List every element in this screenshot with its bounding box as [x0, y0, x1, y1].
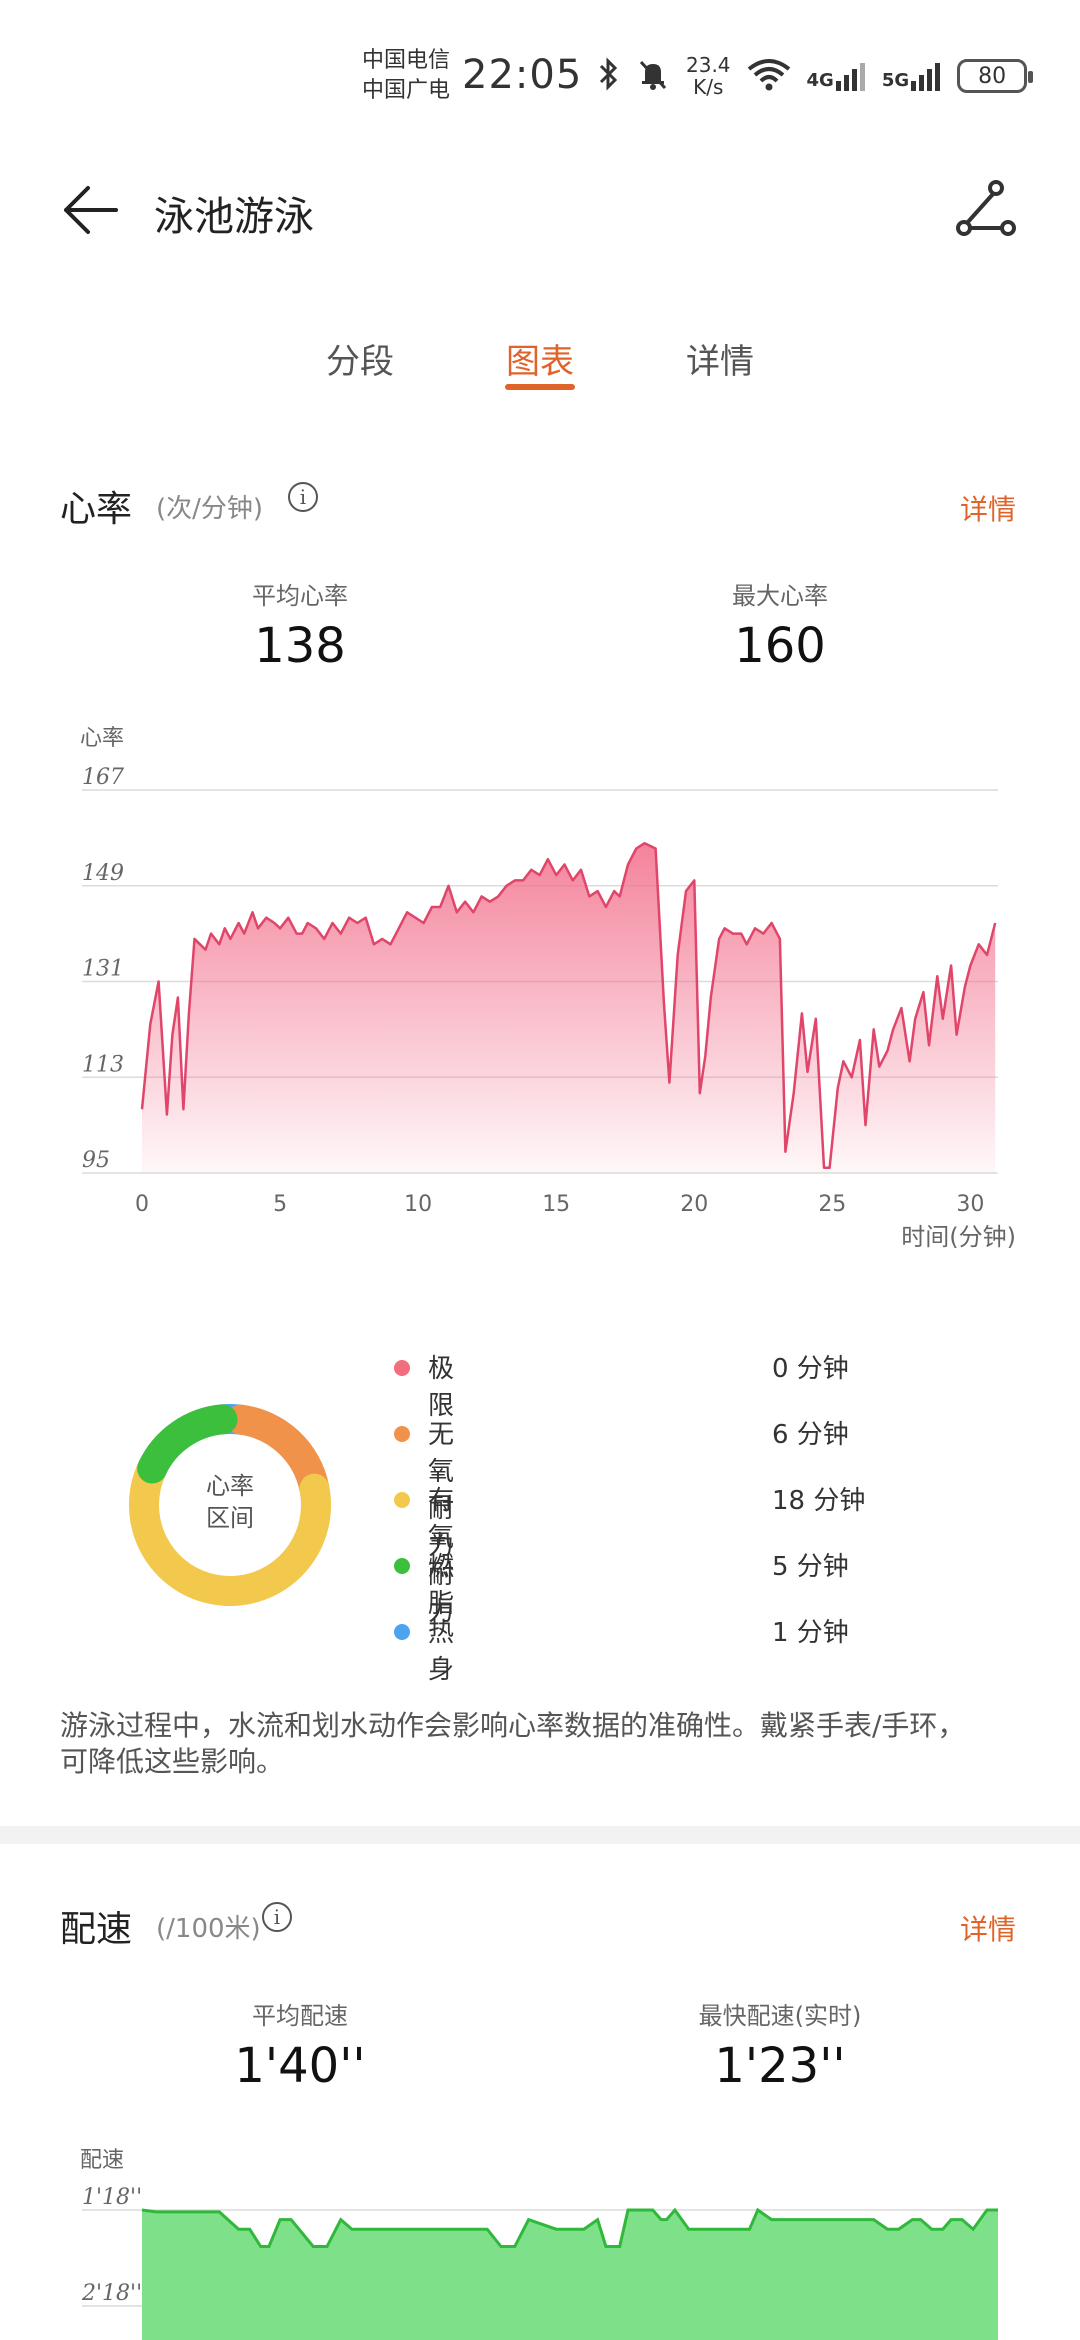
y-tick-label: 1'18'': [82, 2185, 142, 2210]
x-tick-label: 25: [818, 1192, 846, 1217]
x-tick-label: 10: [404, 1192, 432, 1217]
avg-pace-value: 1'40'': [234, 2038, 366, 2094]
legend-value: 5 分钟: [772, 1552, 849, 1582]
heart-rate-title: 心率: [60, 489, 133, 530]
heart-rate-line: [140, 841, 997, 1169]
y-tick-label: 131: [82, 957, 124, 982]
y-tick-label: 167: [82, 765, 124, 790]
status-icons: 23.4 K/s 4G 5G 80: [598, 54, 1034, 98]
x-tick-label: 30: [956, 1192, 984, 1217]
legend-value: 6 分钟: [772, 1420, 849, 1450]
share-icon: [956, 180, 1016, 236]
signal-bars-icon: [911, 63, 941, 91]
fastest-pace-label: 最快配速(实时): [698, 2002, 862, 2030]
tab-segments[interactable]: 分段: [326, 342, 394, 382]
pace-chart: 1'18'' 2'18'': [81, 2185, 998, 2340]
signal-bars-icon: [835, 63, 865, 91]
avg-pace-label: 平均配速: [252, 2002, 348, 2030]
legend-label: 有氧耐力: [428, 1486, 455, 1627]
heart-rate-chart: 167 149 131 113 95 0 5 10 15 20 25 30 时间(分钟): [82, 765, 1016, 1251]
y-tick-label: 2'18'': [81, 2281, 142, 2306]
network-speed: 23.4 K/s: [686, 54, 731, 98]
x-tick-label: 5: [273, 1192, 287, 1217]
info-icon[interactable]: i: [262, 1902, 292, 1932]
heart-rate-unit: (次/分钟): [156, 494, 264, 524]
pace-title: 配速: [60, 1909, 133, 1950]
carrier-1: 中国电信: [362, 48, 451, 73]
battery-icon: 80: [957, 59, 1034, 93]
legend-label: 无氧耐力: [428, 1420, 455, 1561]
legend-label: 热身: [428, 1618, 455, 1685]
legend-value: 1 分钟: [772, 1618, 849, 1648]
back-button[interactable]: [60, 182, 120, 238]
y-tick-label: 149: [82, 861, 124, 886]
legend-value: 18 分钟: [772, 1486, 866, 1516]
heart-rate-detail-link[interactable]: 详情: [960, 493, 1017, 526]
pace-chart-ylabel: 配速: [80, 2148, 125, 2173]
donut-segment: [129, 1404, 331, 1606]
signal-4g: 4G: [807, 61, 866, 91]
status-time: 22:05: [462, 52, 583, 98]
pace-line: [141, 2207, 998, 2248]
battery-level: 80: [978, 63, 1007, 89]
legend-dot: [394, 1426, 410, 1442]
heart-rate-area: [142, 843, 996, 1173]
donut-center-line1: 心率: [206, 1472, 254, 1500]
y-tick-label: 113: [82, 1052, 124, 1077]
mute-bell-icon: [636, 57, 670, 95]
x-tick-label: 15: [542, 1192, 570, 1217]
donut-center-line2: 区间: [206, 1504, 254, 1532]
speed-value: 23.4: [686, 53, 731, 77]
avg-heart-rate-value: 138: [254, 618, 346, 674]
x-tick-label: 0: [135, 1192, 149, 1217]
hr-chart-ylabel: 心率: [80, 726, 125, 751]
net-type-1: 4G: [806, 70, 834, 91]
avg-heart-rate-label: 平均心率: [252, 582, 348, 610]
legend-dot: [394, 1558, 410, 1574]
donut-center-label: 心率 区间: [180, 1470, 280, 1534]
x-tick-label: 20: [680, 1192, 708, 1217]
active-tab-indicator: [505, 384, 575, 390]
heart-rate-zone-donut: [129, 1404, 331, 1606]
speed-unit: K/s: [693, 75, 724, 99]
back-arrow-icon: [64, 186, 118, 234]
net-type-2: 5G: [881, 70, 910, 91]
accuracy-note: 游泳过程中，水流和划水动作会影响心率数据的准确性。戴紧手表/手环，可降低这些影响…: [60, 1709, 966, 1778]
fastest-pace-value: 1'23'': [714, 2038, 846, 2094]
page-title: 泳池游泳: [154, 194, 314, 240]
tab-charts[interactable]: 图表: [506, 342, 574, 382]
legend-dot: [394, 1492, 410, 1508]
legend-label: 燃脂: [428, 1552, 455, 1619]
legend-label: 极限: [428, 1354, 455, 1421]
y-tick-label: 95: [82, 1148, 110, 1173]
share-button[interactable]: [956, 180, 1018, 238]
section-divider: [0, 1826, 1080, 1844]
pace-unit: (/100米): [156, 1914, 261, 1944]
legend-dot: [394, 1624, 410, 1640]
max-heart-rate-label: 最大心率: [732, 582, 828, 610]
legend-dot: [394, 1360, 410, 1376]
donut-segment: [129, 1404, 331, 1606]
tab-details[interactable]: 详情: [686, 342, 754, 382]
bluetooth-icon: [598, 57, 620, 95]
pace-area: [142, 2210, 998, 2340]
max-heart-rate-value: 160: [734, 618, 826, 674]
pace-detail-link[interactable]: 详情: [960, 1913, 1017, 1946]
info-icon[interactable]: i: [288, 482, 318, 512]
carrier-labels: 中国电信 中国广电: [362, 46, 450, 106]
x-axis-label: 时间(分钟): [901, 1223, 1016, 1251]
legend-value: 0 分钟: [772, 1354, 849, 1384]
carrier-2: 中国广电: [362, 78, 451, 103]
wifi-icon: [747, 57, 791, 95]
signal-5g: 5G: [882, 61, 941, 91]
